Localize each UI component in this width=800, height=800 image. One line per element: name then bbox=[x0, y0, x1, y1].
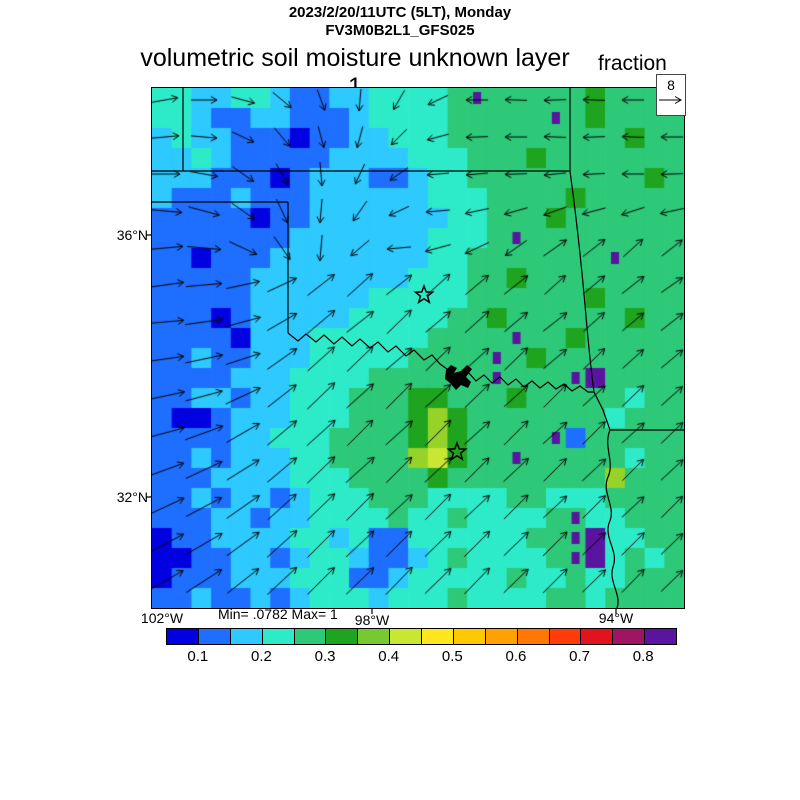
colorbar-cell bbox=[167, 629, 199, 644]
wind-reference-arrow-icon bbox=[659, 96, 682, 104]
colorbar-cell bbox=[613, 629, 646, 644]
wind-reference-value: 8 bbox=[667, 77, 675, 93]
colorbar-cell bbox=[230, 629, 263, 644]
colorbar-cell bbox=[485, 629, 518, 644]
lat-tick-label-36n: 36°N bbox=[116, 227, 148, 243]
colorbar-cell bbox=[294, 629, 327, 644]
colorbar-cell bbox=[358, 629, 391, 644]
colorbar-tick-label: 0.7 bbox=[569, 648, 590, 665]
colorbar-tick-label: 0.6 bbox=[505, 648, 527, 665]
colorbar-cell bbox=[453, 629, 486, 644]
map-frame bbox=[150, 86, 685, 609]
colorbar-cell bbox=[326, 629, 359, 644]
colorbar bbox=[166, 628, 677, 645]
lon-tick-label-98w: 98°W bbox=[354, 612, 390, 628]
lon-tick-label-94w: 94°W bbox=[598, 610, 634, 626]
colorbar-cell bbox=[645, 629, 676, 644]
map-canvas bbox=[151, 87, 684, 608]
plot-units-label: fraction bbox=[598, 52, 667, 75]
colorbar-tick-label: 0.8 bbox=[632, 648, 654, 665]
colorbar-tick-label: 0.2 bbox=[251, 648, 272, 665]
plot-datetime-title: 2023/2/20/11UTC (5LT), Monday bbox=[288, 4, 512, 21]
colorbar-cell bbox=[198, 629, 231, 644]
colorbar-tick-label: 0.3 bbox=[314, 648, 336, 665]
wind-reference-box: 8 bbox=[656, 74, 686, 116]
plot-model-title: FV3M0B2L1_GFS025 bbox=[325, 22, 475, 39]
colorbar-cell bbox=[517, 629, 550, 644]
colorbar-tick-label: 0.1 bbox=[187, 648, 209, 665]
colorbar-cell bbox=[422, 629, 454, 644]
lat-tick-label-32n: 32°N bbox=[116, 489, 148, 505]
colorbar-cell bbox=[262, 629, 295, 644]
colorbar-cell bbox=[390, 629, 422, 644]
colorbar-cell bbox=[581, 629, 614, 644]
colorbar-tick-label: 0.4 bbox=[378, 648, 400, 665]
lon-tick-label-102w: 102°W bbox=[140, 610, 184, 626]
colorbar-tick-label: 0.5 bbox=[441, 648, 463, 665]
colorbar-cell bbox=[549, 629, 582, 644]
minmax-annotation: Min= .0782 Max= 1 bbox=[218, 606, 338, 622]
